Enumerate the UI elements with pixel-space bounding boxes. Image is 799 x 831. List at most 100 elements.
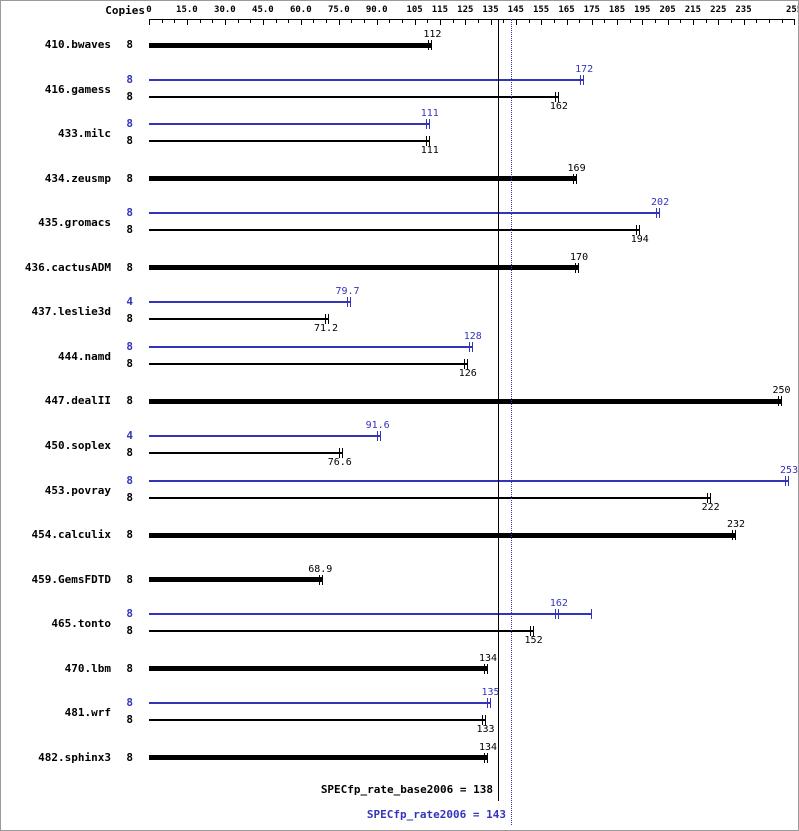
bar-run-tick (325, 314, 327, 325)
x-axis-tick-label: 105 (406, 5, 423, 15)
x-axis-tick-label: 255 (785, 5, 798, 15)
bar-run-tick (572, 173, 574, 184)
bar-run-tick (580, 74, 582, 85)
bar (149, 95, 559, 98)
benchmark-label: 437.leslie3d (31, 305, 111, 319)
benchmark-label: 482.sphinx3 (38, 750, 111, 764)
benchmark-label: 436.cactusADM (24, 260, 111, 274)
x-axis-major-tick (300, 19, 302, 25)
x-axis-tick-label: 15.0 (176, 5, 198, 15)
bar-run-tick (554, 91, 556, 102)
copies-value: 8 (126, 607, 133, 621)
x-axis-major-tick (376, 19, 378, 25)
bar-value-label: 134 (478, 652, 497, 664)
bar-value-label: 135 (481, 687, 500, 699)
copies-value: 8 (126, 223, 133, 237)
bar (149, 434, 381, 437)
bar (149, 702, 491, 705)
benchmark-label: 434.zeusmp (44, 171, 111, 185)
x-axis-minor-tick (402, 19, 403, 23)
bar-run-tick (425, 136, 427, 147)
bar-run-tick (486, 698, 488, 709)
benchmark-label: 470.lbm (64, 661, 111, 675)
bar-run-tick (489, 698, 491, 709)
bar-run-tick (428, 40, 430, 50)
benchmark-label: 453.povray (44, 483, 111, 497)
x-axis-minor-tick (275, 19, 277, 23)
copies-value: 8 (126, 490, 133, 504)
bar (149, 362, 468, 365)
bar-run-tick (777, 396, 779, 407)
bar-value-label: 111 (420, 108, 439, 120)
base-ref-line (498, 19, 500, 801)
x-axis-tick-label: 30.0 (214, 5, 236, 15)
bar (149, 630, 534, 633)
x-axis-minor-tick (730, 19, 732, 23)
bar-run-tick (468, 341, 470, 352)
bar-run-tick (487, 752, 488, 763)
x-axis-major-tick (465, 19, 467, 25)
x-axis-major-tick (591, 19, 593, 25)
copies-value: 8 (126, 356, 133, 370)
x-axis-minor-tick (756, 19, 758, 23)
x-axis-major-tick (541, 19, 543, 25)
x-axis-minor-tick (579, 19, 581, 23)
x-axis-minor-tick (389, 19, 391, 23)
copies-value: 8 (126, 445, 133, 459)
bar-run-tick (346, 297, 348, 308)
bar (149, 613, 592, 616)
bar-run-tick (554, 609, 556, 620)
x-axis-minor-tick (250, 19, 252, 23)
x-axis-major-tick (224, 19, 226, 25)
bar (149, 212, 661, 215)
copies-value: 4 (126, 295, 133, 309)
x-axis-minor-tick (781, 19, 783, 23)
bar-run-tick (341, 447, 343, 458)
bar-value-label: 232 (726, 519, 745, 530)
x-axis-minor-tick (313, 19, 315, 23)
bar (149, 345, 473, 348)
bar-run-tick (529, 626, 531, 637)
x-axis-tick-label: 90.0 (365, 5, 388, 15)
bar-value-label: 194 (630, 234, 649, 246)
x-axis-minor-tick (364, 19, 365, 23)
bar-run-tick (471, 341, 473, 352)
bar-run-tick (706, 492, 708, 503)
x-axis-tick-label: 185 (608, 5, 626, 15)
x-axis-major-tick (692, 19, 694, 25)
x-axis-tick-label: 115 (431, 5, 449, 15)
benchmark-label: 435.gromacs (38, 216, 111, 230)
copies-value: 8 (126, 750, 133, 764)
bar-run-tick (484, 715, 486, 726)
x-axis-minor-tick (629, 19, 631, 23)
benchmark-label: 450.soplex (44, 438, 111, 452)
bar (149, 451, 343, 454)
bar-run-tick (349, 297, 351, 308)
x-axis-tick-label: 145 (507, 5, 524, 15)
x-axis-tick-label: 60.0 (289, 5, 312, 15)
x-axis-tick-label: 225 (710, 5, 727, 15)
bar-value-label: 134 (478, 741, 497, 753)
bar (149, 42, 433, 48)
bar-run-tick (425, 119, 427, 130)
benchmark-label: 481.wrf (64, 706, 111, 720)
bar (149, 398, 782, 404)
bar (149, 666, 488, 672)
x-axis-minor-tick (351, 19, 353, 23)
benchmark-label: 410.bwaves (44, 38, 111, 51)
bar (149, 755, 488, 761)
x-axis-major-tick (515, 19, 517, 25)
benchmark-label: 454.calculix (31, 528, 111, 541)
copies-value: 8 (126, 713, 133, 727)
bar (149, 496, 711, 499)
bar (149, 719, 486, 722)
x-axis-tick-label: 135 (482, 5, 499, 15)
x-axis-minor-tick (680, 19, 682, 23)
x-axis-major-tick (149, 19, 150, 25)
x-axis-tick-label: 0 (146, 5, 152, 15)
x-axis-minor-tick (477, 19, 479, 23)
x-axis-tick-label: 155 (532, 5, 550, 15)
bar-run-tick (788, 475, 790, 486)
x-axis-major-tick (794, 19, 796, 25)
x-axis-major-tick (617, 19, 618, 25)
